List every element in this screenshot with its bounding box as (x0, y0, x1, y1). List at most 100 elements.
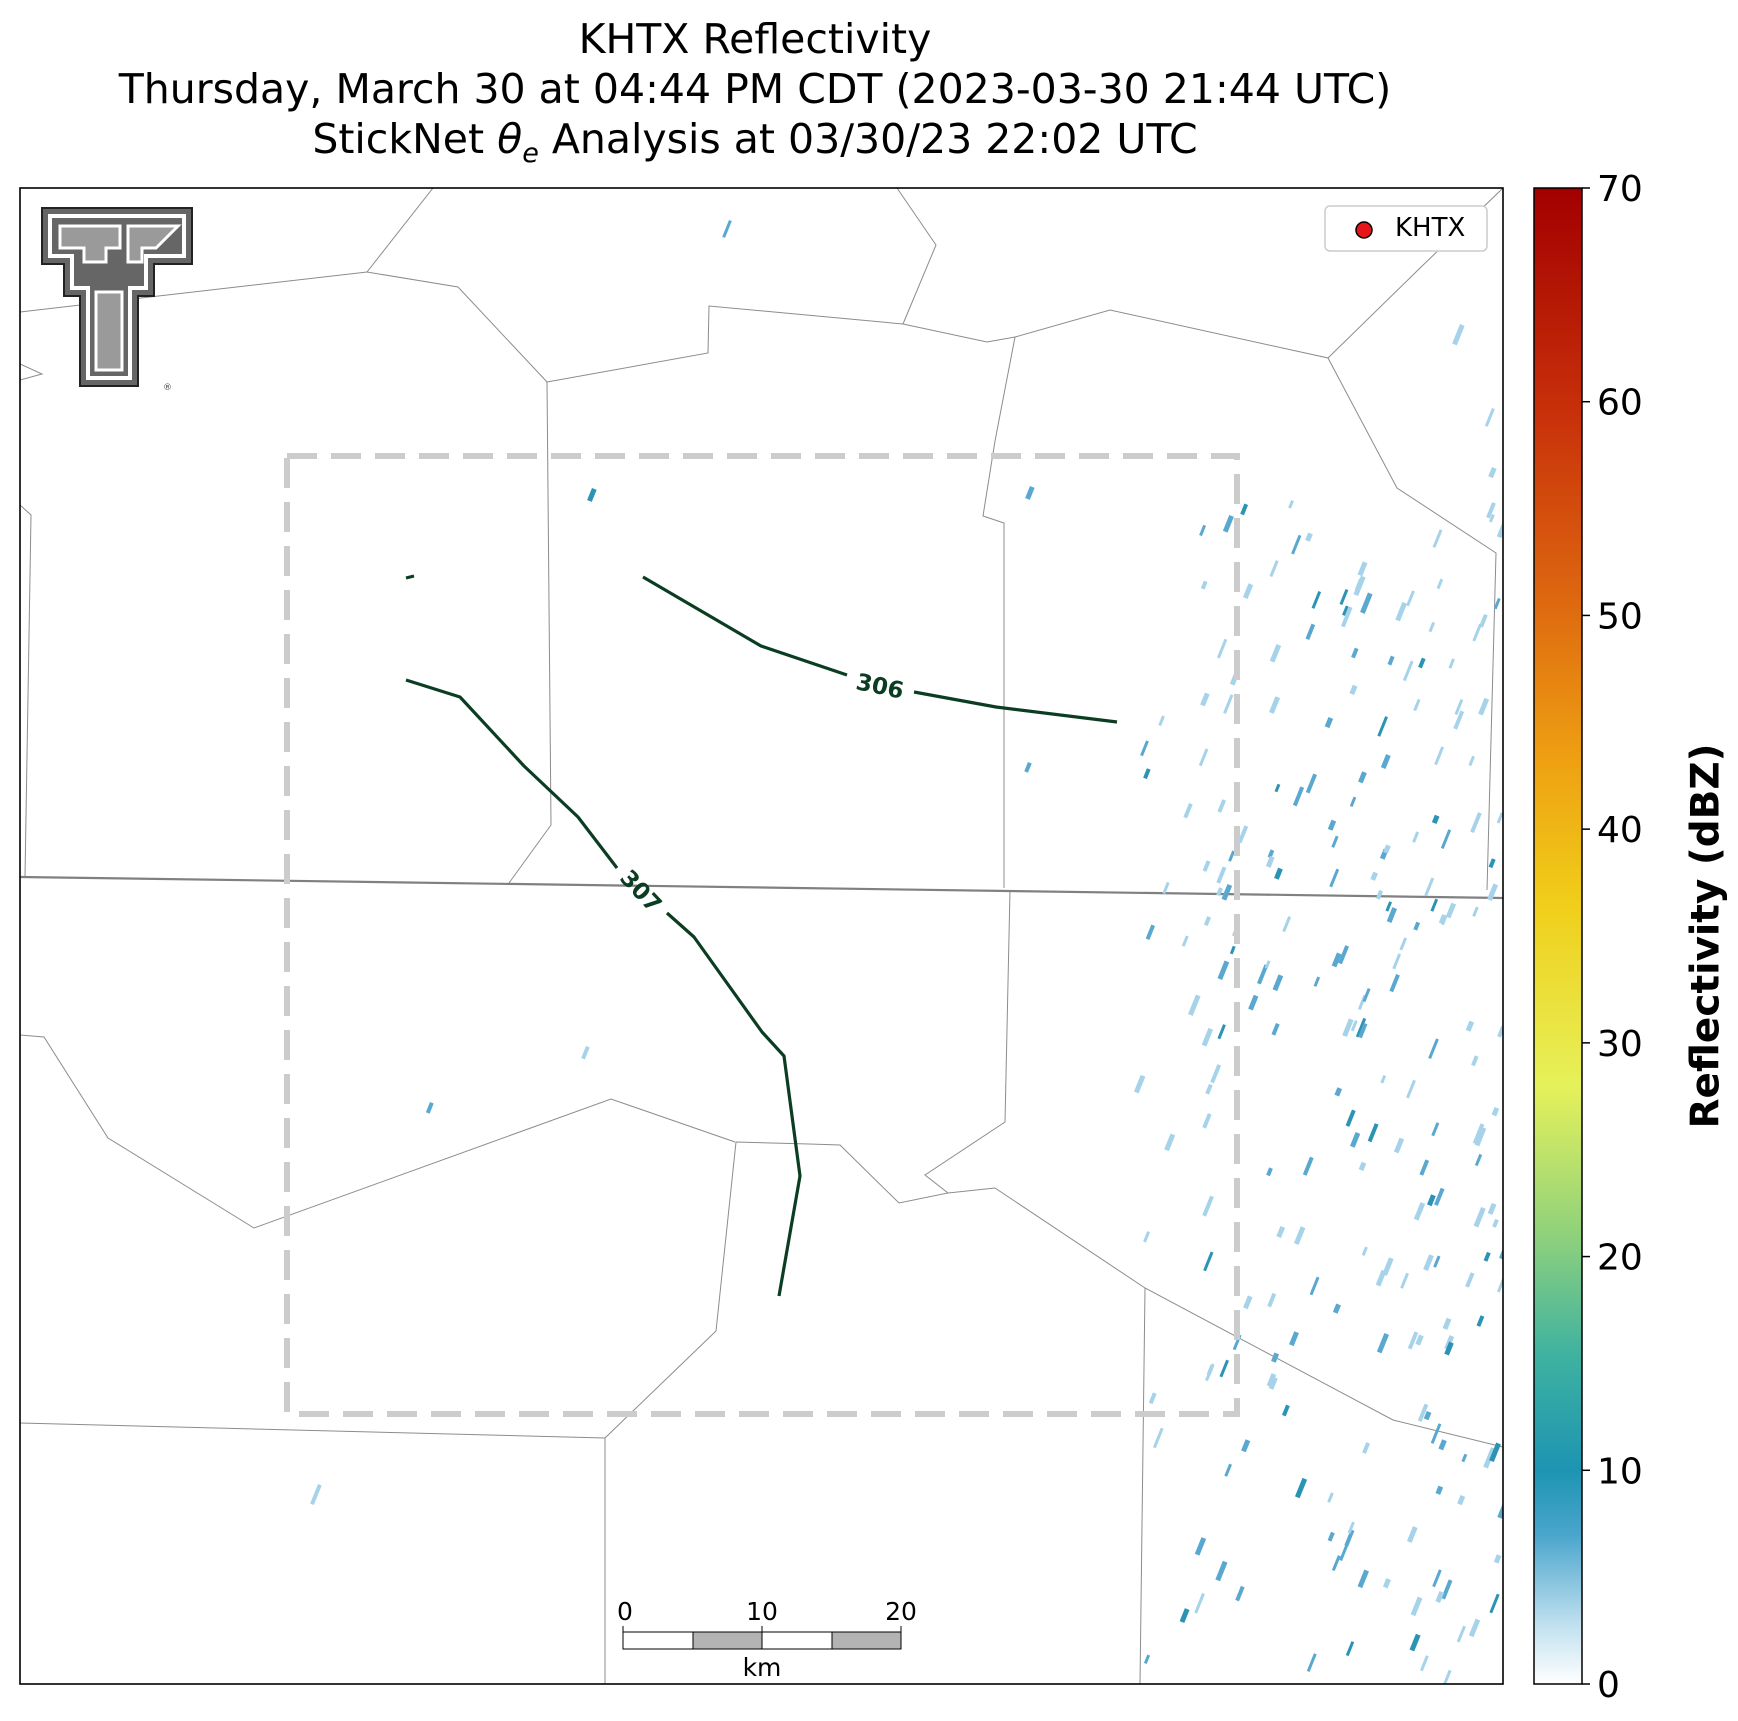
radar-echo (1496, 516, 1503, 539)
scale-segment (761, 1631, 833, 1650)
radar-echo (1433, 1255, 1441, 1268)
radar-echo (1493, 1554, 1502, 1564)
radar-echo (1332, 1303, 1341, 1314)
scale-segment (692, 1631, 763, 1650)
scale-label-20: 20 (885, 1597, 917, 1626)
county-border (896, 188, 937, 325)
radar-echo (1271, 1022, 1280, 1036)
radar-echo (1345, 1109, 1356, 1127)
radar-echo (1457, 1495, 1466, 1506)
colorbar-gradient (1533, 187, 1583, 1685)
county-border (20, 504, 32, 878)
radar-echo (1470, 812, 1482, 834)
radar-echo (1267, 849, 1275, 859)
contour-307-segment-b (665, 911, 802, 1297)
radar-echo (1199, 524, 1207, 537)
radar-echo (1179, 1608, 1190, 1624)
radar-echo (1183, 802, 1193, 819)
radar-echo (1468, 1618, 1481, 1638)
radar-echo (1241, 1439, 1251, 1453)
radar-echo (1496, 1277, 1503, 1293)
radar-echo (1221, 883, 1233, 901)
radar-echo (1465, 1020, 1475, 1032)
radar-echo (1309, 1276, 1320, 1296)
radar-echo (1288, 500, 1294, 509)
radar-echo (1472, 623, 1482, 642)
radar-echo (1274, 783, 1281, 793)
radar-echo (1413, 1202, 1426, 1221)
radar-echo (1267, 1292, 1277, 1308)
radar-echo (1483, 1251, 1491, 1262)
radar-echo (1292, 786, 1305, 807)
radar-echo (1370, 871, 1378, 881)
radar-echo (1389, 974, 1400, 993)
radar-echo (1468, 755, 1475, 767)
radar-echo (1331, 1555, 1341, 1572)
radar-echo (1327, 1531, 1335, 1542)
legend-box (1324, 205, 1488, 252)
radar-echo (1224, 1463, 1232, 1477)
radar-echo (1340, 606, 1353, 628)
radar-echo (1203, 916, 1212, 926)
radar-echo (1024, 762, 1032, 773)
radar-echo (1339, 589, 1349, 605)
radar-echo (1474, 1126, 1487, 1147)
radar-echo (1158, 715, 1165, 726)
radar-echo (1472, 906, 1479, 917)
radar-echo (1143, 768, 1151, 780)
title-line-2: Thursday, March 30 at 04:44 PM CDT (2023… (118, 65, 1392, 113)
radar-echo (1198, 748, 1209, 767)
radar-echo (1362, 1442, 1370, 1454)
radar-echo (1432, 1569, 1442, 1588)
radar-echo (1338, 945, 1350, 965)
map-panel[interactable] (20, 188, 1503, 1684)
radar-echo (1202, 860, 1211, 872)
logo-small-t-left (58, 224, 122, 264)
theta-subscript: e (522, 138, 539, 170)
radar-echo (1423, 1410, 1432, 1421)
state-border (20, 875, 1503, 900)
radar-echo (1489, 1593, 1500, 1614)
radar-echo (1492, 1218, 1499, 1228)
contour-306-segment-b (913, 690, 1118, 724)
radar-echo (1202, 1113, 1212, 1129)
radar-echo (1229, 945, 1236, 955)
radar-echo (1235, 1585, 1245, 1602)
radar-echo (1376, 1332, 1390, 1354)
radar-echo (1349, 684, 1358, 695)
radar-echo (1375, 889, 1383, 900)
radar-echo (1265, 855, 1275, 868)
colorbar: 0 10 20 30 40 50 60 70 Reflectivity (dBZ) (1533, 169, 1729, 1706)
radar-echo (1413, 921, 1421, 931)
county-border (366, 188, 434, 273)
radar-echo (1203, 1251, 1214, 1272)
radar-echo (1349, 1131, 1361, 1148)
radar-echo (1205, 1363, 1215, 1382)
radar-echo (1216, 887, 1223, 897)
radar-echo (1339, 1541, 1350, 1561)
radar-echo (1274, 867, 1283, 880)
radar-echo (1386, 907, 1398, 923)
radar-echo (1428, 621, 1436, 633)
radar-echo (1237, 825, 1249, 844)
radar-echo (310, 1484, 322, 1505)
radar-echo (1145, 924, 1156, 940)
radar-echo (1025, 485, 1035, 500)
radar-echo (1266, 1373, 1277, 1388)
logo-inner-outline (48, 214, 186, 380)
analysis-domain-box (284, 453, 1240, 1417)
radar-echo (1210, 1064, 1222, 1084)
radar-echo (1240, 503, 1249, 516)
legend[interactable]: KHTX (1324, 205, 1488, 252)
radar-echo (1489, 1442, 1501, 1462)
radar-echo (1360, 592, 1373, 614)
radar-echo (1143, 1231, 1151, 1243)
radar-echo (1489, 514, 1495, 523)
county-border (604, 889, 1011, 1684)
title-line-1: KHTX Reflectivity (578, 15, 932, 63)
radar-echo (1342, 1018, 1354, 1037)
radar-echo (1367, 1123, 1379, 1143)
radar-echo (1194, 1537, 1207, 1556)
radar-echo (1409, 1633, 1421, 1652)
radar-echo (1380, 1074, 1387, 1084)
